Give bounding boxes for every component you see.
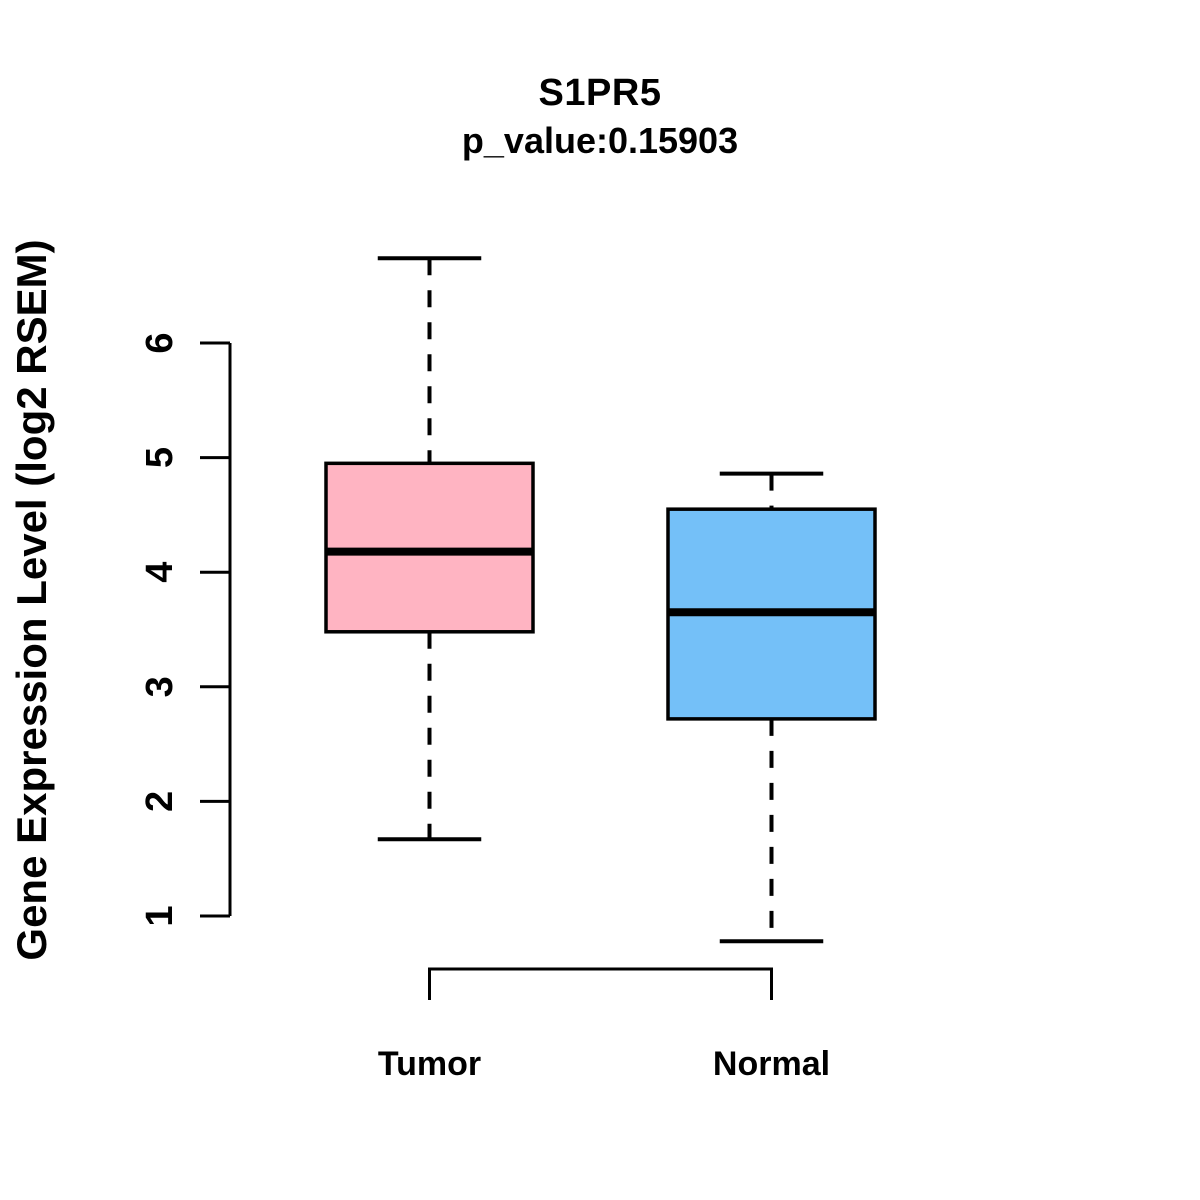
y-axis-tick-label: 6 (139, 332, 181, 353)
y-axis-tick-label: 4 (139, 562, 181, 583)
y-axis-tick-label: 5 (139, 447, 181, 468)
x-category-label-normal: Normal (713, 1045, 830, 1083)
y-axis-tick-label: 3 (139, 676, 181, 697)
chart-title: S1PR5 (538, 72, 662, 114)
y-axis-tick-label: 1 (139, 905, 181, 926)
chart-subtitle: p_value:0.15903 (461, 120, 739, 161)
x-axis-bracket (428, 967, 773, 1000)
y-axis-tick-label: 2 (139, 791, 181, 812)
box-tumor (324, 461, 535, 634)
x-category-label-tumor: Tumor (378, 1045, 481, 1083)
